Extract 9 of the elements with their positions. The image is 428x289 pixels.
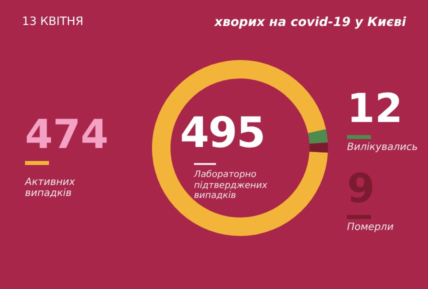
legend-label: Активних випадків: [24, 177, 76, 199]
legend-label: Померли: [347, 222, 394, 233]
legend-label: Вилікувались: [347, 142, 418, 153]
text: 13 КВІТНЯ: [22, 14, 84, 28]
data-label: 12: [347, 86, 403, 132]
chart-title: хворих на covid-19 у Києві: [214, 14, 406, 29]
data-label: 474: [25, 112, 108, 158]
text: 495: [180, 108, 265, 157]
text: Лабораторно підтверджених випадків: [194, 170, 268, 202]
